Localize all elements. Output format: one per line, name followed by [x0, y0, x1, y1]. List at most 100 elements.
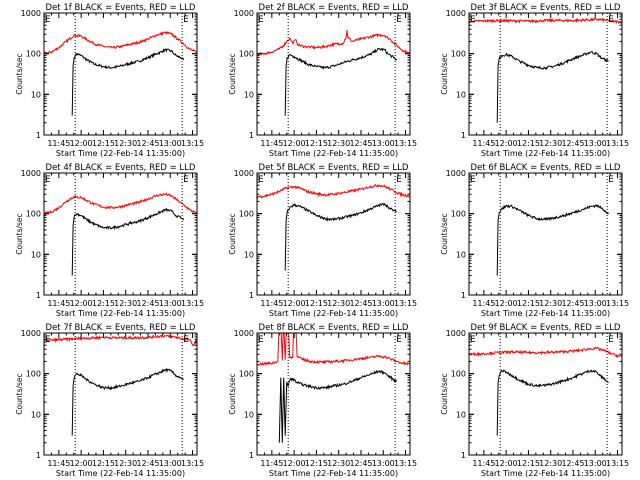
panel-title: Det 5f BLACK = Events, RED = LLD: [259, 163, 409, 173]
series-line-events: [284, 202, 397, 271]
corner-mark-left: E: [470, 335, 476, 345]
y-tick-label: 1: [249, 291, 254, 300]
series-line-lld: [468, 346, 623, 358]
x-tick-label: 12:15: [305, 459, 328, 468]
series-line-events: [496, 50, 609, 123]
panel-frame: [256, 172, 411, 296]
series-line-events: [496, 368, 609, 436]
series-line-events: [278, 369, 398, 443]
y-tick-label: 1000: [234, 169, 254, 178]
x-tick-label: 13:00: [372, 299, 395, 308]
y-tick-label: 10: [244, 250, 254, 259]
x-axis-label: Start Time (22-Feb-14 11:35:00): [269, 149, 398, 158]
x-axis-label: Start Time (22-Feb-14 11:35:00): [56, 309, 185, 318]
series-line-lld: [43, 192, 198, 216]
series-line-lld: [256, 331, 411, 366]
x-tick-label: 12:45: [136, 139, 159, 148]
x-tick-label: 12:45: [349, 139, 372, 148]
y-tick-label: 10: [244, 90, 254, 99]
y-axis-label: Counts/sec: [440, 373, 449, 414]
x-axis-label: Start Time (22-Feb-14 11:35:00): [481, 309, 610, 318]
x-tick-label: 12:15: [517, 459, 540, 468]
x-tick-label: 13:00: [159, 139, 182, 148]
y-axis-label: Counts/sec: [440, 213, 449, 254]
y-tick-label: 100: [239, 210, 254, 219]
x-tick-label: 12:15: [92, 459, 115, 468]
corner-mark-right: E: [396, 15, 402, 25]
y-axis-label: Counts/sec: [228, 373, 237, 414]
x-tick-label: 12:00: [70, 299, 93, 308]
panel-title: Det 1f BLACK = Events, RED = LLD: [46, 3, 196, 13]
y-tick-label: 1000: [234, 329, 254, 338]
x-tick-label: 11:45: [472, 139, 495, 148]
x-tick-label: 12:30: [539, 299, 562, 308]
x-tick-label: 13:00: [584, 459, 607, 468]
y-tick-label: 1000: [446, 9, 466, 18]
y-axis-label: Counts/sec: [15, 53, 24, 94]
x-tick-label: 13:15: [181, 139, 204, 148]
x-tick-label: 12:30: [327, 299, 350, 308]
panel-frame: [256, 332, 411, 456]
x-tick-label: 13:00: [159, 459, 182, 468]
x-tick-label: 13:00: [159, 299, 182, 308]
x-tick-label: 11:45: [47, 459, 70, 468]
y-tick-label: 100: [26, 370, 41, 379]
corner-mark-left: E: [470, 175, 476, 185]
x-tick-label: 11:45: [472, 299, 495, 308]
x-tick-label: 12:30: [114, 299, 137, 308]
x-tick-label: 13:15: [181, 459, 204, 468]
x-tick-label: 12:45: [561, 299, 584, 308]
y-axis-label: Counts/sec: [15, 373, 24, 414]
panel-title: Det 2f BLACK = Events, RED = LLD: [259, 3, 409, 13]
x-axis-label: Start Time (22-Feb-14 11:35:00): [269, 469, 398, 478]
y-tick-label: 10: [31, 90, 41, 99]
y-tick-label: 1000: [21, 169, 41, 178]
series-line-lld: [43, 30, 198, 56]
y-tick-label: 1: [36, 291, 41, 300]
x-tick-label: 13:00: [372, 139, 395, 148]
x-tick-label: 13:00: [372, 459, 395, 468]
x-tick-label: 12:00: [283, 139, 306, 148]
series-line-lld: [468, 17, 623, 25]
corner-mark-left: E: [258, 175, 264, 185]
x-tick-label: 11:45: [47, 299, 70, 308]
x-tick-label: 12:45: [349, 299, 372, 308]
series-line-lld: [256, 30, 411, 57]
y-axis-label: Counts/sec: [15, 213, 24, 254]
x-tick-label: 12:00: [495, 299, 518, 308]
corner-mark-left: E: [45, 335, 51, 345]
series-line-events: [71, 48, 185, 116]
panel-title: Det 6f BLACK = Events, RED = LLD: [471, 163, 621, 173]
series-line-events: [71, 367, 184, 436]
y-tick-label: 100: [26, 210, 41, 219]
y-tick-label: 1: [249, 131, 254, 140]
x-tick-label: 13:15: [394, 139, 417, 148]
panel-title: Det 7f BLACK = Events, RED = LLD: [46, 323, 196, 333]
series-line-lld: [43, 334, 197, 347]
series-line-events: [496, 204, 609, 276]
x-tick-label: 12:15: [517, 299, 540, 308]
x-tick-label: 13:15: [181, 299, 204, 308]
y-tick-label: 1: [36, 451, 41, 460]
y-tick-label: 1: [36, 131, 41, 140]
corner-mark-left: E: [45, 15, 51, 25]
y-axis-label: Counts/sec: [228, 53, 237, 94]
panel-det-3f: Det 3f BLACK = Events, RED = LLD E E 1 10 100…: [440, 3, 629, 158]
y-axis-label: Counts/sec: [228, 213, 237, 254]
y-tick-label: 1: [461, 131, 466, 140]
x-tick-label: 11:45: [47, 139, 70, 148]
series-line-events: [71, 207, 185, 276]
corner-mark-right: E: [183, 175, 189, 185]
x-tick-label: 12:30: [327, 139, 350, 148]
y-tick-label: 100: [451, 370, 466, 379]
x-tick-label: 12:00: [70, 459, 93, 468]
y-tick-label: 100: [26, 50, 41, 59]
corner-mark-right: E: [183, 335, 189, 345]
x-tick-label: 12:45: [136, 299, 159, 308]
y-tick-label: 1000: [21, 329, 41, 338]
panel-frame: [468, 332, 623, 456]
y-tick-label: 100: [451, 210, 466, 219]
y-tick-label: 100: [451, 50, 466, 59]
x-tick-label: 12:30: [114, 139, 137, 148]
